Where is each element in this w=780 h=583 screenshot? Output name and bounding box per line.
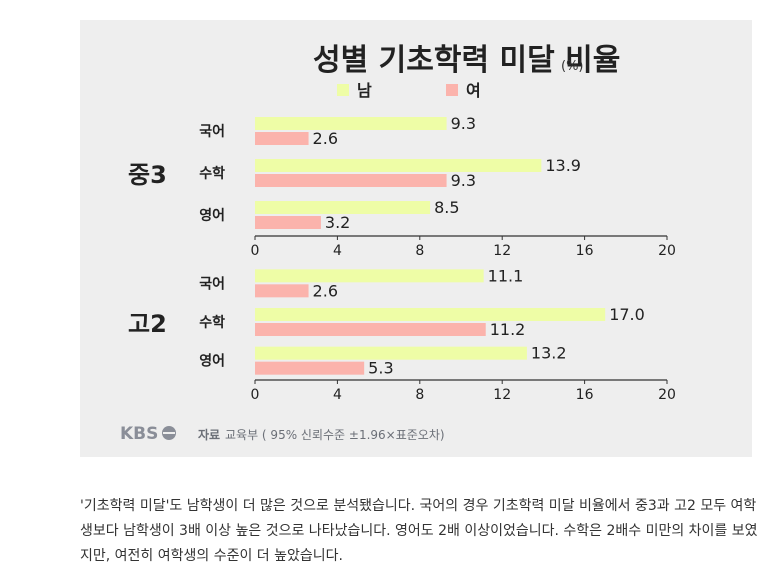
source-text: 교육부 ( 95% 신뢰수준 ±1.96×표준오차) bbox=[225, 428, 445, 442]
data-label: 17.0 bbox=[609, 305, 645, 324]
x-tick-label: 4 bbox=[333, 387, 342, 403]
x-tick-label: 8 bbox=[415, 387, 424, 403]
data-label: 5.3 bbox=[368, 359, 393, 378]
data-label: 9.3 bbox=[451, 114, 476, 133]
chart-figure: 성별 기초학력 미달 비율 (%) 남 여 국어 9.3 2.6 수학 13.9 9.3 영… bbox=[80, 20, 752, 457]
article-paragraph: '기초학력 미달'도 남학생이 더 많은 것으로 분석됐습니다. 국어의 경우 … bbox=[80, 498, 758, 564]
bar-male bbox=[255, 201, 431, 214]
chart-plots: 국어 9.3 2.6 수학 13.9 9.3 영어 8.5 3.2 중3 0 4 8 12 16 20 국어 11… bbox=[128, 114, 676, 403]
kbs-logo-text: KBS bbox=[120, 424, 158, 444]
bar-male bbox=[255, 269, 484, 283]
x-tick-label: 12 bbox=[493, 387, 511, 403]
source-label: 자료 bbox=[198, 427, 220, 442]
legend-swatch-male bbox=[337, 84, 349, 96]
data-label: 11.2 bbox=[490, 320, 526, 339]
data-label: 13.2 bbox=[531, 344, 567, 363]
bar-male bbox=[255, 159, 542, 172]
bar-male bbox=[255, 117, 447, 130]
bar-female bbox=[255, 323, 486, 336]
category-label: 국어 bbox=[199, 123, 225, 140]
bar-female bbox=[255, 174, 447, 187]
data-label: 13.9 bbox=[545, 156, 581, 175]
chart-canvas: 성별 기초학력 미달 비율 (%) 남 여 국어 9.3 2.6 수학 13.9 9.3 영… bbox=[120, 43, 676, 444]
x-tick-label: 16 bbox=[576, 387, 594, 403]
legend-swatch-female bbox=[446, 84, 458, 96]
legend-label-male: 남 bbox=[357, 81, 372, 100]
group-label: 고2 bbox=[128, 310, 167, 338]
bar-female bbox=[255, 216, 321, 229]
legend-label-female: 여 bbox=[466, 81, 481, 100]
x-tick-label: 8 bbox=[415, 243, 424, 259]
data-label: 8.5 bbox=[434, 198, 459, 217]
bar-male bbox=[255, 308, 606, 321]
data-label: 2.6 bbox=[313, 129, 338, 148]
bar-male bbox=[255, 346, 527, 360]
x-tick-label: 20 bbox=[658, 243, 676, 259]
bar-female bbox=[255, 132, 309, 145]
data-label: 9.3 bbox=[451, 171, 476, 190]
data-label: 3.2 bbox=[325, 213, 350, 232]
bar-female bbox=[255, 361, 365, 375]
x-tick-label: 4 bbox=[333, 243, 342, 259]
chart-unit: (%) bbox=[561, 59, 584, 74]
data-label: 2.6 bbox=[313, 281, 338, 300]
category-label: 영어 bbox=[199, 353, 225, 370]
category-label: 국어 bbox=[199, 275, 225, 292]
data-label: 11.1 bbox=[488, 266, 524, 285]
x-tick-label: 12 bbox=[493, 243, 511, 259]
category-label: 영어 bbox=[199, 207, 225, 224]
bar-female bbox=[255, 284, 309, 298]
category-label: 수학 bbox=[199, 166, 225, 182]
x-tick-label: 20 bbox=[658, 387, 676, 403]
chart-title: 성별 기초학력 미달 비율 bbox=[313, 43, 620, 78]
category-label: 수학 bbox=[199, 315, 225, 331]
group-label: 중3 bbox=[128, 161, 167, 189]
x-tick-label: 16 bbox=[576, 243, 594, 259]
kbs-logo-icon-stripe bbox=[163, 432, 175, 434]
x-tick-label: 0 bbox=[251, 387, 260, 403]
x-tick-label: 0 bbox=[251, 243, 260, 259]
